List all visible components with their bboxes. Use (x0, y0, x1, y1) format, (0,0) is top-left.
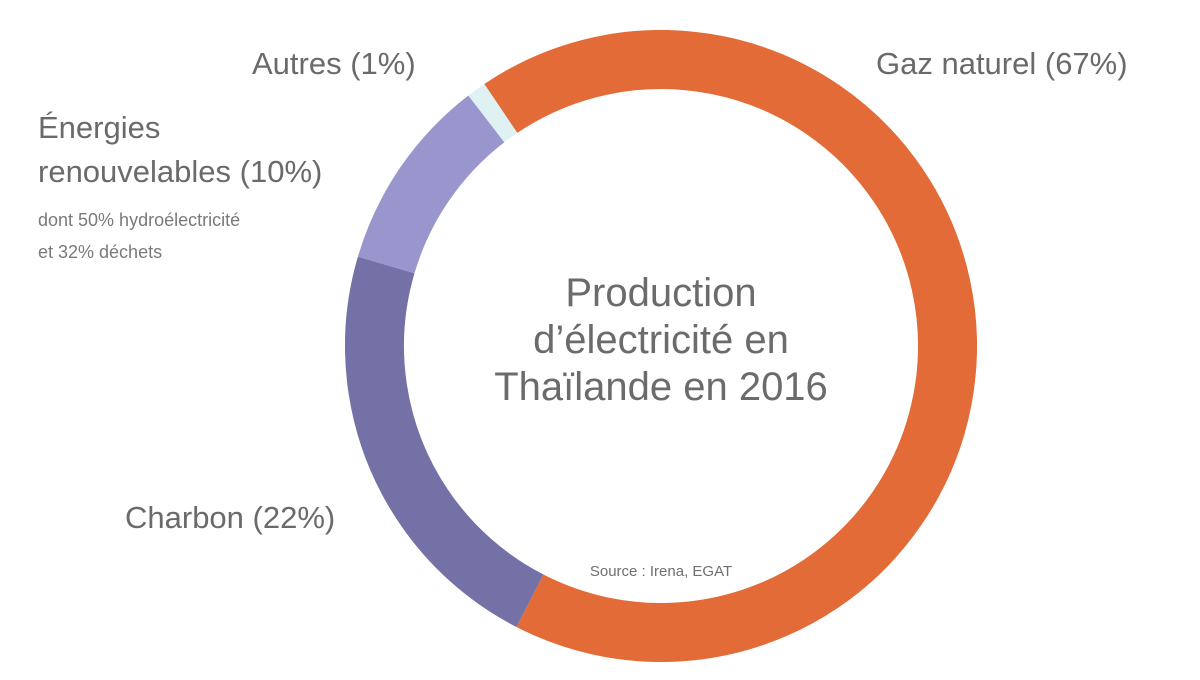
donut-chart (345, 30, 977, 662)
label-autres: Autres (1%) (252, 46, 416, 81)
label-energies-renouvelables-note: dont 50% hydroélectricité et 32% déchets (38, 204, 358, 268)
label-gaz-naturel: Gaz naturel (67%) (876, 46, 1128, 81)
donut-rings (345, 30, 977, 662)
note-line-2: et 32% déchets (38, 242, 163, 262)
label-energies-renouvelables: Énergies renouvelables (10%) dont 50% hy… (38, 106, 358, 268)
note-line-1: dont 50% hydroélectricité (38, 210, 241, 230)
segment-charbon (345, 30, 977, 662)
chart-title: Production d’électricité en Thaïlande en… (494, 270, 828, 411)
chart-title-line-3: Thaïlande en 2016 (494, 365, 828, 409)
label-charbon: Charbon (22%) (125, 500, 336, 535)
label-energies-renouvelables-main: Énergies renouvelables (10%) (38, 110, 323, 189)
chart-title-line-1: Production (565, 271, 757, 315)
source-note: Source : Irena, EGAT (589, 563, 733, 580)
chart-title-line-2: d’électricité en (533, 318, 789, 362)
segment-autres (345, 30, 977, 662)
